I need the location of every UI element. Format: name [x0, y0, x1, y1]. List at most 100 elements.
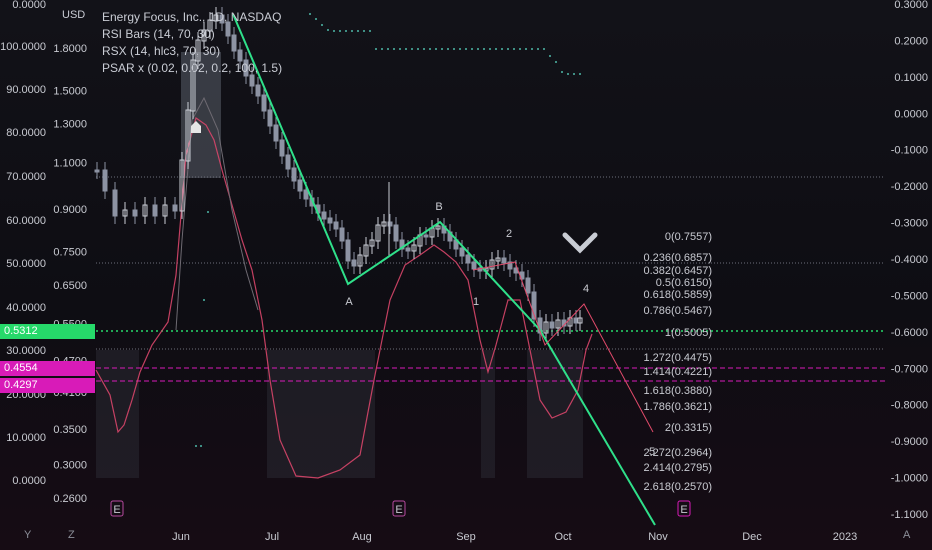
left-axis-2-tick-4: 0.9000	[53, 204, 87, 216]
psar-dot-40	[549, 55, 551, 57]
left-axis-2-tick-1: 1.5000	[53, 85, 87, 97]
trend-line	[232, 13, 656, 526]
y-axis-toggle-button[interactable]: Y	[24, 529, 32, 541]
psar-dot-9	[363, 30, 365, 32]
candle-body-44	[387, 221, 393, 227]
left-axis-1-tick-0: 100.0000	[0, 41, 46, 53]
candle-body-2	[112, 189, 118, 217]
candle-body-72	[555, 319, 561, 329]
rsx-line	[95, 117, 593, 479]
psar-dot-28	[477, 48, 479, 50]
candle-body-27	[285, 154, 291, 170]
psar-dot-19	[423, 48, 425, 50]
left-axis-1-tick-1: 90.0000	[6, 84, 46, 96]
psar-dot-34	[513, 48, 515, 50]
candle-body-18	[231, 34, 237, 52]
indicator-psar[interactable]: PSAR x (0.02, 0.02, 0.2, 100, 1.5)	[102, 61, 283, 75]
candle-body-21	[249, 74, 255, 87]
psar-dot-43	[567, 73, 569, 75]
fib-level-0: 0(0.7557)	[665, 231, 712, 243]
candle-body-63	[501, 257, 507, 264]
psar-dot-18	[417, 48, 419, 50]
fib-level-1: 1(0.5005)	[665, 327, 712, 339]
auto-scale-button[interactable]: A	[903, 529, 911, 541]
psar-dot-3	[327, 29, 329, 31]
right-axis-tick-12: -0.9000	[891, 436, 928, 448]
psar-dot-39	[543, 48, 545, 50]
fib-level-0.786: 0.786(0.5467)	[644, 305, 713, 317]
right-axis-tick-8: -0.5000	[891, 290, 928, 302]
wave-label-2: 2	[506, 228, 512, 240]
candle-body-68	[531, 291, 537, 320]
candle-body-42	[375, 224, 381, 242]
candle-body-39	[357, 254, 363, 267]
right-axis-tick-14: -1.1000	[891, 509, 928, 521]
psar-dot-48	[195, 445, 197, 447]
right-axis-tick-5: -0.2000	[891, 181, 928, 193]
right-axis-tick-3: 0.0000	[894, 108, 928, 120]
fib-level-2.618: 2.618(0.2570)	[644, 481, 713, 493]
candle-body-34	[327, 217, 333, 224]
candle-body-7	[162, 204, 168, 217]
fib-level-2: 2(0.3315)	[665, 422, 712, 434]
indicator-rsi-bars[interactable]: RSI Bars (14, 70, 30)	[102, 27, 215, 41]
candle-body-3	[122, 209, 128, 217]
z-axis-toggle-button[interactable]: Z	[68, 529, 75, 541]
psar-dot-26	[465, 48, 467, 50]
psar-dot-10	[369, 30, 371, 32]
right-axis-tick-10: -0.7000	[891, 363, 928, 375]
left-axis-1-partial-tick: 0.0000	[12, 0, 46, 11]
psar-dot-42	[561, 71, 563, 73]
psar-dot-44	[573, 73, 575, 75]
candle-body-47	[405, 247, 411, 252]
psar-dot-0	[309, 13, 311, 15]
fib-level-0.5: 0.5(0.6150)	[656, 277, 712, 289]
candle-body-57	[465, 254, 471, 264]
psar-dot-49	[200, 445, 202, 447]
candle-body-25	[273, 124, 279, 142]
psar-dot-17	[411, 48, 413, 50]
wave-projection-line	[472, 261, 654, 433]
x-axis-label-Nov: Nov	[648, 531, 668, 543]
wave-label-4: 4	[583, 283, 589, 295]
candle-body-76	[577, 317, 583, 324]
psar-dot-1	[315, 18, 317, 20]
psar-dot-20	[429, 48, 431, 50]
event-marker-label-0: E	[113, 504, 120, 516]
candle-body-14	[207, 19, 213, 32]
candle-body-40	[363, 244, 369, 257]
psar-dot-23	[447, 48, 449, 50]
candle-body-56	[459, 247, 465, 257]
wave-label-A: A	[345, 296, 353, 308]
candle-body-30	[303, 189, 309, 200]
indicator-rsx[interactable]: RSX (14, hlc3, 70, 30)	[102, 44, 221, 58]
psar-dot-16	[405, 48, 407, 50]
psar-dot-47	[207, 211, 209, 213]
candle-body-50	[423, 234, 429, 238]
fib-level-0.382: 0.382(0.6457)	[644, 265, 713, 277]
candle-body-22	[255, 84, 261, 97]
candle-body-23	[261, 94, 267, 112]
left-axis-2-tick-0: 1.8000	[53, 43, 87, 55]
fib-level-0.618: 0.618(0.5859)	[644, 289, 713, 301]
candle-body-36	[339, 227, 345, 242]
psar-dot-31	[495, 48, 497, 50]
psar-dot-46	[203, 299, 205, 301]
psar-dot-32	[501, 48, 503, 50]
symbol-title[interactable]: Energy Focus, Inc., 1D, NASDAQ	[102, 10, 282, 24]
psar-dot-36	[525, 48, 527, 50]
psar-dot-33	[507, 48, 509, 50]
candle-body-4	[132, 209, 138, 217]
right-axis-tick-7: -0.4000	[891, 254, 928, 266]
event-marker-0	[110, 500, 124, 517]
left-axis-1-tick-6: 40.0000	[6, 302, 46, 314]
candle-body-13	[201, 29, 207, 42]
candle-body-0	[94, 169, 100, 173]
psar-dot-13	[387, 48, 389, 50]
psar-dot-30	[489, 48, 491, 50]
candle-body-6	[152, 204, 158, 217]
candle-body-46	[399, 239, 405, 250]
candle-body-64	[507, 261, 513, 270]
candle-body-11	[190, 59, 196, 112]
